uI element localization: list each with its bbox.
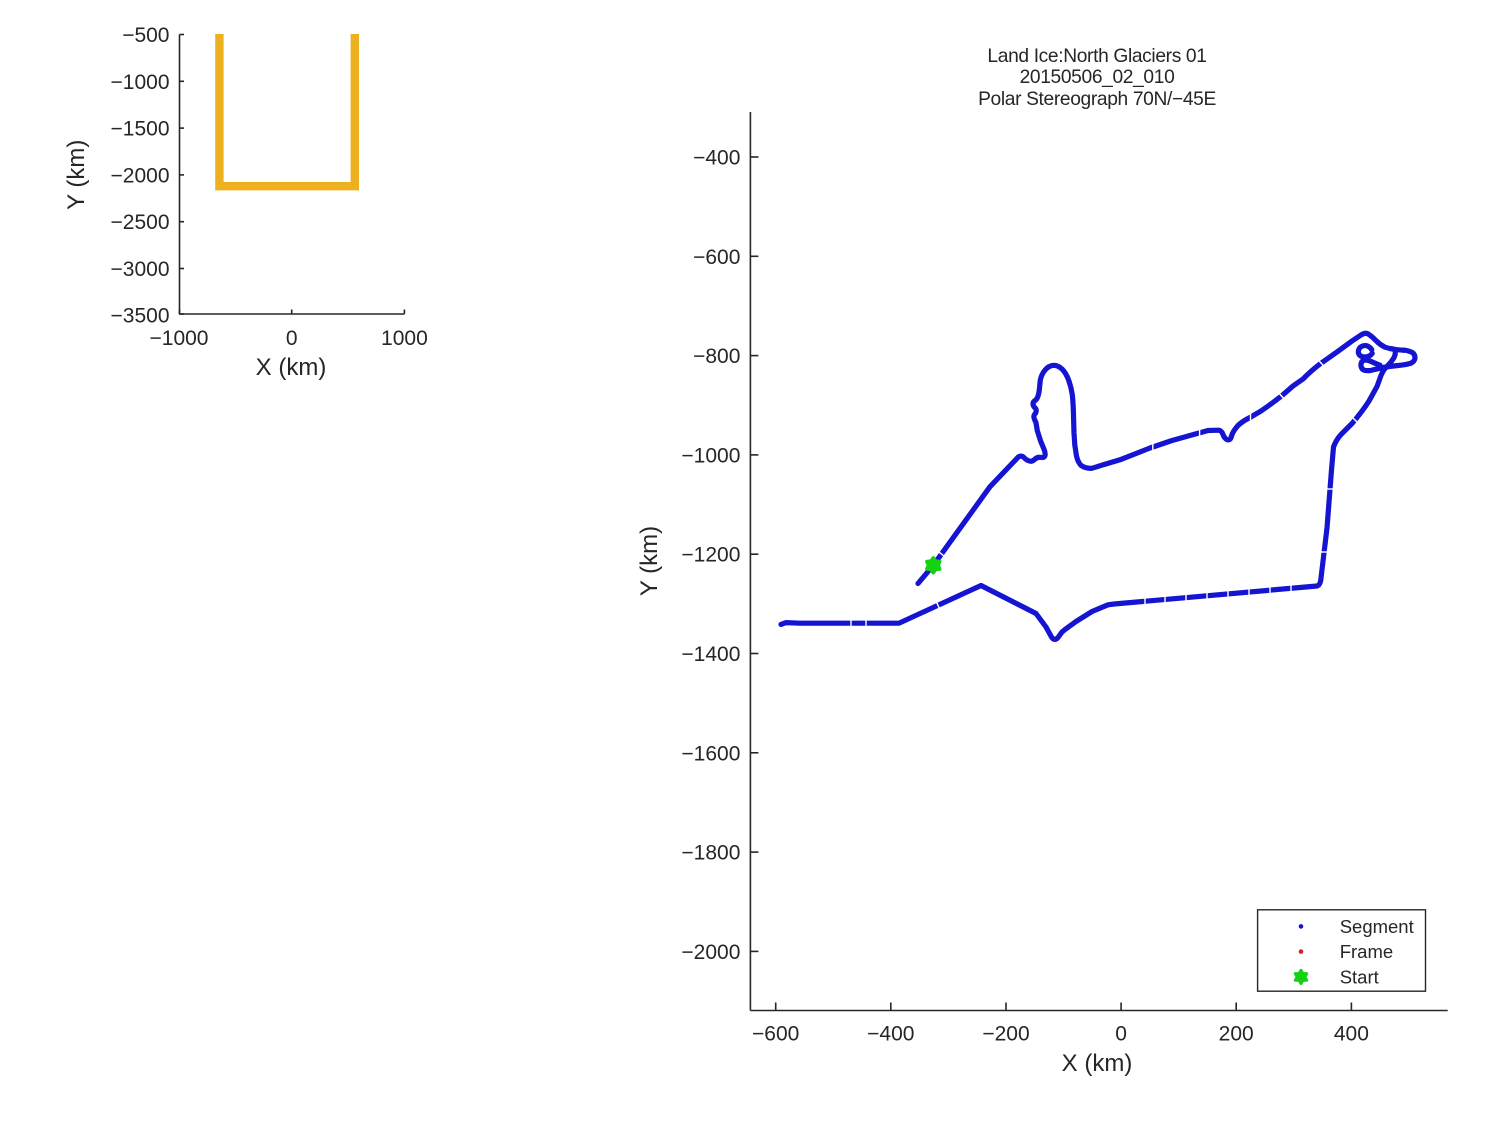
svg-text:Polar Stereograph 70N/−45E: Polar Stereograph 70N/−45E xyxy=(978,89,1216,110)
svg-text:1000: 1000 xyxy=(381,327,428,350)
svg-text:−2000: −2000 xyxy=(111,164,170,187)
svg-text:X (km): X (km) xyxy=(1062,1050,1133,1077)
svg-text:Y (km): Y (km) xyxy=(63,140,90,210)
svg-text:20150506_02_010: 20150506_02_010 xyxy=(1020,67,1175,88)
svg-text:Start: Start xyxy=(1340,966,1379,987)
svg-text:−1600: −1600 xyxy=(681,742,740,765)
svg-text:−400: −400 xyxy=(693,147,740,170)
svg-text:−200: −200 xyxy=(982,1022,1029,1045)
svg-text:−600: −600 xyxy=(752,1022,799,1045)
svg-text:400: 400 xyxy=(1334,1022,1369,1045)
svg-text:0: 0 xyxy=(286,327,298,350)
svg-text:−3500: −3500 xyxy=(111,305,170,328)
svg-text:−1000: −1000 xyxy=(111,71,170,94)
svg-text:−1800: −1800 xyxy=(681,842,740,865)
svg-text:−3000: −3000 xyxy=(111,258,170,281)
svg-text:−2000: −2000 xyxy=(681,941,740,964)
svg-text:−1000: −1000 xyxy=(150,327,209,350)
svg-text:X (km): X (km) xyxy=(256,354,327,381)
svg-text:Land Ice:North Glaciers 01: Land Ice:North Glaciers 01 xyxy=(987,46,1206,67)
svg-text:Frame: Frame xyxy=(1340,941,1393,962)
svg-text:200: 200 xyxy=(1219,1022,1254,1045)
svg-text:−400: −400 xyxy=(867,1022,914,1045)
svg-text:−2500: −2500 xyxy=(111,211,170,234)
svg-text:−600: −600 xyxy=(693,246,740,269)
svg-text:Segment: Segment xyxy=(1340,916,1414,937)
svg-text:Y (km): Y (km) xyxy=(636,526,663,596)
svg-text:−1500: −1500 xyxy=(111,118,170,141)
svg-text:−800: −800 xyxy=(693,345,740,368)
svg-text:−500: −500 xyxy=(122,24,169,47)
svg-text:−1200: −1200 xyxy=(681,544,740,567)
svg-text:−1000: −1000 xyxy=(681,444,740,467)
svg-text:−1400: −1400 xyxy=(681,643,740,666)
svg-text:0: 0 xyxy=(1115,1022,1127,1045)
